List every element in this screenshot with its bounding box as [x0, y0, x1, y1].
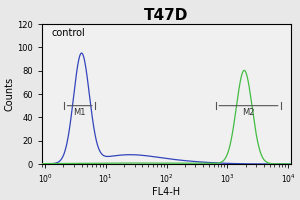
- X-axis label: FL4-H: FL4-H: [152, 187, 181, 197]
- Title: T47D: T47D: [144, 8, 189, 23]
- Y-axis label: Counts: Counts: [4, 77, 14, 111]
- Text: M1: M1: [74, 108, 86, 117]
- Text: control: control: [51, 28, 85, 38]
- Text: M2: M2: [242, 108, 255, 117]
